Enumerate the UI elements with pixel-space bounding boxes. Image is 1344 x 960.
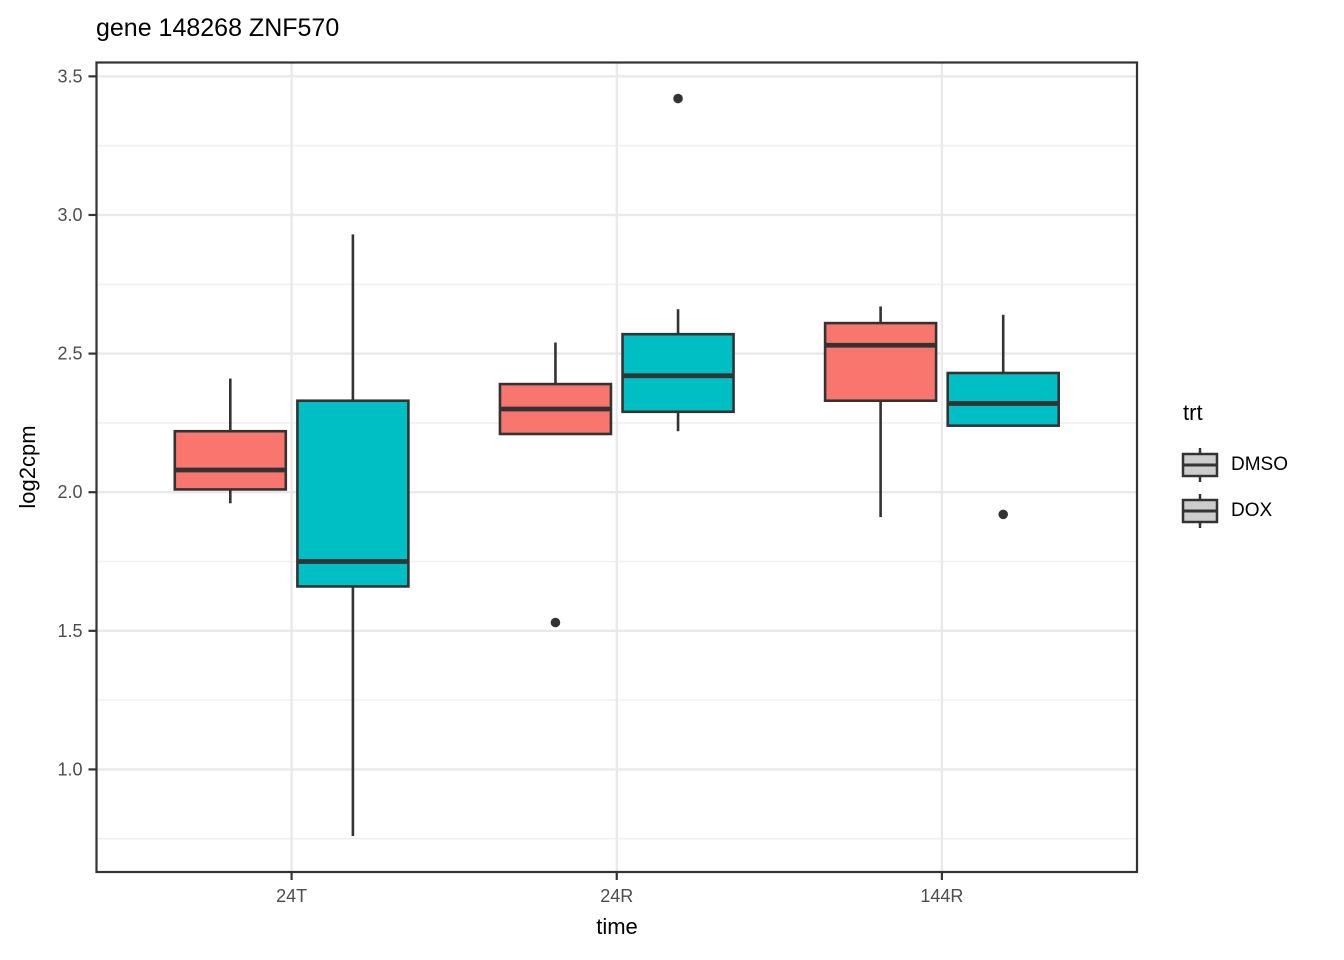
outlier-point-DOX-24R (673, 93, 683, 104)
legend-item-dox: DOX (1181, 492, 1288, 530)
box-DMSO-24T (173, 429, 288, 491)
outlier-point-DMSO-24R (550, 617, 561, 628)
y-tick-label: 3.0 (57, 205, 82, 225)
y-tick-label: 1.5 (57, 621, 82, 641)
boxplot-key-icon (1181, 448, 1219, 482)
x-tick-label: 24R (600, 886, 633, 906)
box-DMSO-144R (823, 321, 938, 403)
legend: trt DMSO DOX (1181, 400, 1288, 538)
legend-item-dmso: DMSO (1181, 446, 1288, 484)
y-tick-label: 2.0 (57, 482, 82, 502)
box-DOX-24R (621, 332, 735, 414)
y-tick-label: 2.5 (57, 344, 82, 364)
boxplot-key-icon (1181, 494, 1219, 528)
legend-item-label: DOX (1231, 500, 1273, 521)
outlier-point-DOX-144R (998, 509, 1009, 520)
box-DOX-24T (296, 399, 410, 588)
plot-title: gene 148268 ZNF570 (96, 14, 340, 42)
y-tick-label: 3.5 (57, 66, 82, 86)
x-tick-label: 24T (276, 886, 307, 906)
x-axis-title: time (596, 914, 638, 939)
x-tick-label: 144R (920, 886, 963, 906)
legend-item-label: DMSO (1231, 454, 1288, 475)
legend-title: trt (1183, 400, 1203, 425)
y-axis-title: log2cpm (15, 425, 40, 509)
box-DOX-144R (946, 371, 1061, 427)
y-tick-label: 1.0 (57, 759, 82, 779)
